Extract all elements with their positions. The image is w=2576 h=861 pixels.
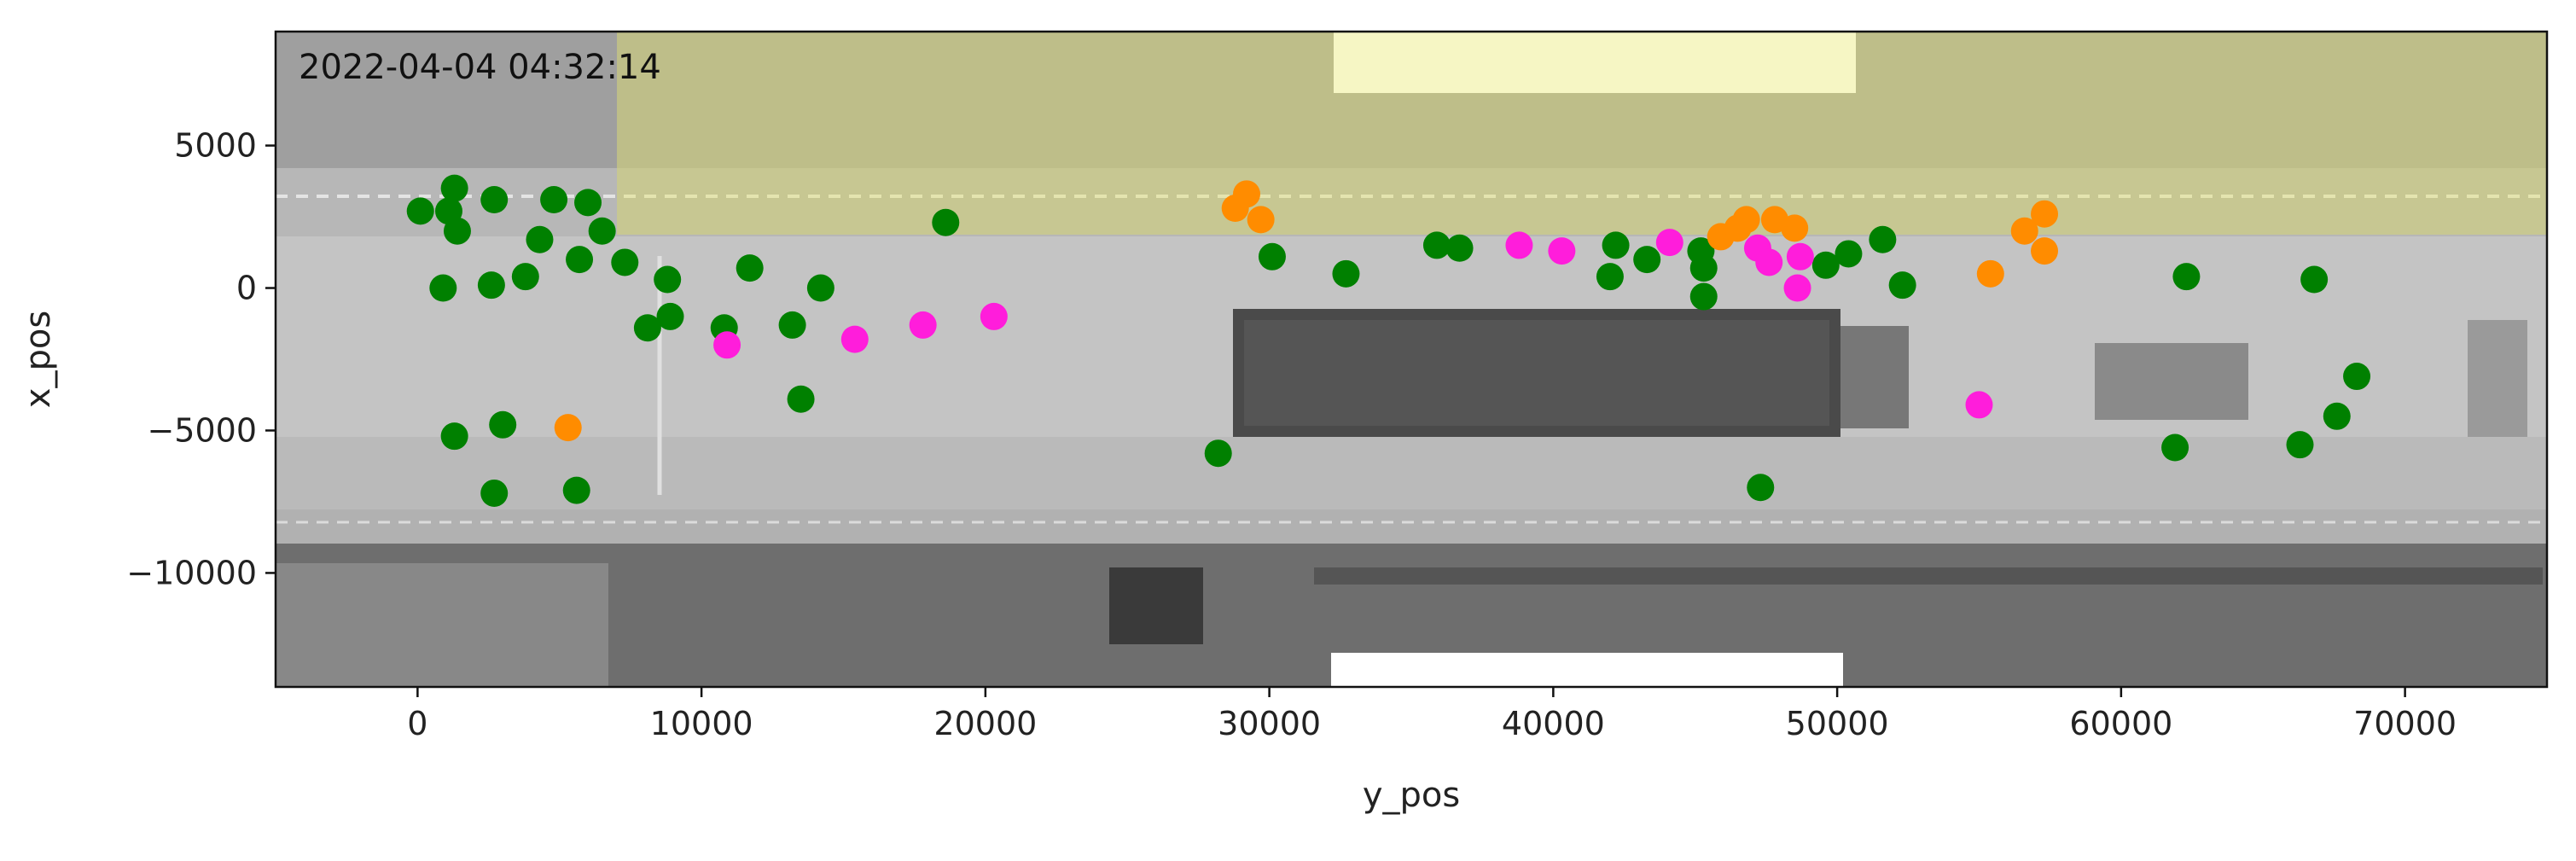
y-axis-label: x_pos [19,311,58,408]
y-tick-label-1: 0 [236,270,257,307]
data-point-s0-45 [2286,431,2314,459]
data-point-s0-33 [1602,231,1630,259]
data-point-s2-4 [1505,231,1533,259]
data-point-s0-9 [566,246,594,274]
data-point-s0-41 [1869,225,1897,253]
data-point-s0-5 [540,186,568,214]
data-point-s1-9 [1976,259,2004,288]
x-tick-label-6: 60000 [2069,705,2172,742]
y-tick-label-2: −5000 [147,411,257,449]
data-point-s0-22 [932,208,960,236]
data-point-s1-11 [2031,200,2059,228]
data-point-s0-28 [1258,242,1286,271]
plot-frame [274,30,2549,689]
data-point-s0-1 [440,174,468,202]
data-point-s2-1 [840,325,869,353]
data-point-s2-2 [909,311,937,339]
y-axis-ticks: 5000 0 −5000 −10000 [126,127,276,591]
data-point-s2-10 [1783,274,1811,302]
data-point-s2-6 [1655,229,1683,257]
data-point-s0-43 [2172,263,2201,291]
data-point-s0-37 [1689,282,1718,311]
data-point-s0-7 [526,225,554,253]
data-point-s0-25 [480,479,509,507]
data-point-s1-12 [2031,237,2059,265]
data-point-s0-20 [806,274,834,302]
data-point-s0-36 [1689,254,1718,282]
data-point-s0-8 [588,217,616,245]
data-point-s0-39 [1811,251,1840,279]
data-point-s2-3 [980,302,1008,330]
data-point-s0-0 [406,197,434,225]
data-point-s0-16 [656,302,684,330]
data-point-s2-5 [1548,237,1576,265]
data-point-s0-46 [2300,265,2329,294]
background-image [276,32,2547,687]
data-point-s0-48 [2343,363,2371,391]
data-points [406,174,2371,507]
data-point-s0-11 [511,263,539,291]
data-point-s0-44 [2161,433,2189,462]
data-point-s0-23 [440,422,468,451]
data-point-s0-27 [1204,439,1232,468]
data-point-s0-18 [736,254,764,282]
data-point-s0-38 [1747,474,1775,502]
x-tick-label-3: 30000 [1218,705,1321,742]
data-point-s1-8 [1781,214,1809,242]
x-tick-label-0: 0 [407,705,427,742]
data-point-s0-34 [1633,246,1661,274]
x-axis-label: y_pos [1363,776,1460,815]
data-point-s1-6 [1732,206,1760,234]
data-point-s0-10 [611,248,639,276]
data-point-s2-0 [713,331,741,359]
data-point-s0-42 [1888,271,1916,300]
data-point-s1-2 [1247,206,1275,234]
data-point-s0-30 [1422,231,1451,259]
data-point-s0-24 [489,410,517,439]
data-point-s2-8 [1755,248,1783,276]
y-tick-label-3: −10000 [126,554,257,591]
data-point-s0-14 [633,314,661,342]
data-point-s0-31 [1445,234,1474,262]
data-point-s0-19 [778,311,806,339]
data-point-s0-47 [2323,402,2351,430]
data-point-s0-4 [480,186,509,214]
x-tick-label-2: 20000 [933,705,1037,742]
data-point-s0-40 [1835,240,1863,268]
data-point-s0-6 [574,189,602,217]
x-tick-label-4: 40000 [1502,705,1605,742]
data-point-s1-3 [554,414,582,442]
y-tick-label-0: 5000 [174,127,257,165]
x-tick-label-1: 10000 [650,705,753,742]
x-tick-label-5: 50000 [1786,705,1889,742]
data-point-s0-29 [1332,259,1360,288]
timestamp-annotation: 2022-04-04 04:32:14 [299,48,661,87]
data-point-s0-13 [429,274,457,302]
data-point-s0-26 [562,476,590,504]
x-axis-ticks: 0 10000 20000 30000 40000 50000 60000 70000 [407,687,2457,742]
data-point-s2-9 [1786,242,1814,271]
data-point-s0-3 [443,217,471,245]
data-point-s2-11 [1965,391,1993,419]
data-point-s0-32 [1596,263,1624,291]
data-point-s1-10 [2010,217,2038,245]
data-point-s0-12 [477,271,505,300]
data-point-s1-1 [1233,180,1261,208]
data-point-s0-21 [787,385,815,413]
data-point-s0-15 [654,265,682,294]
x-tick-label-7: 70000 [2353,705,2457,742]
